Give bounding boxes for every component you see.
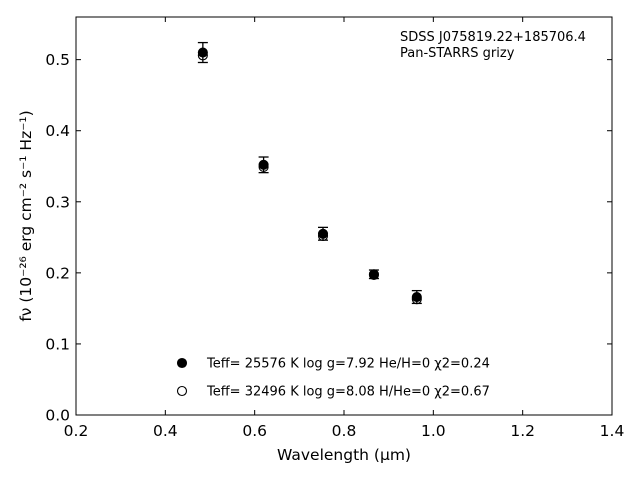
legend-label: Teff= 25576 K log g=7.92 He/H=0 χ2=0.24 — [206, 357, 490, 372]
x-tick-label: 0.8 — [332, 422, 357, 440]
x-tick-label: 1.0 — [421, 422, 446, 440]
y-tick-label: 0.3 — [45, 193, 70, 211]
plot-frame — [75, 16, 613, 416]
data-points — [197, 47, 422, 305]
ticks: 0.2 0.4 0.6 0.8 1.0 1.2 1.4 0.0 0.1 0.2 0.3 0.4 0.5 — [45, 17, 624, 440]
legend-marker — [176, 385, 188, 397]
y-tick-label: 0.5 — [45, 51, 70, 69]
data-point-filled — [258, 159, 269, 170]
annotation-line-2: Pan-STARRS grizy — [400, 46, 515, 61]
x-tick-label: 0.6 — [242, 422, 267, 440]
annotation: SDSS J075819.22+185706.4 Pan-STARRS griz… — [400, 30, 586, 61]
x-tick-label: 1.4 — [600, 422, 625, 440]
data-point-filled — [317, 228, 329, 239]
data-point-filled — [197, 47, 208, 58]
legend-marker — [176, 357, 188, 369]
annotation-line-1: SDSS J075819.22+185706.4 — [400, 30, 586, 45]
data-point-open — [197, 50, 208, 61]
x-tick-label: 0.2 — [64, 422, 89, 440]
x-tick-label: 1.2 — [510, 422, 535, 440]
legend-label: Teff= 32496 K log g=8.08 H/He=0 χ2=0.67 — [206, 385, 490, 400]
legend: Teff= 25576 K log g=7.92 He/H=0 χ2=0.24 T… — [176, 357, 490, 400]
y-tick-label: 0.2 — [45, 264, 70, 282]
error-bars — [197, 41, 422, 305]
data-point-filled — [411, 291, 422, 303]
x-axis-label: Wavelength (μm) — [277, 446, 411, 464]
data-point-open — [317, 230, 329, 241]
data-point-open — [411, 294, 422, 305]
y-axis-label: fν (10⁻²⁶ erg cm⁻² s⁻¹ Hz⁻¹) — [17, 110, 35, 321]
y-tick-label: 0.0 — [45, 407, 70, 425]
data-point-open — [258, 161, 269, 173]
y-tick-label: 0.1 — [45, 335, 70, 353]
y-tick-label: 0.4 — [45, 122, 70, 140]
data-point-open — [368, 269, 379, 281]
x-tick-label: 0.4 — [153, 422, 178, 440]
